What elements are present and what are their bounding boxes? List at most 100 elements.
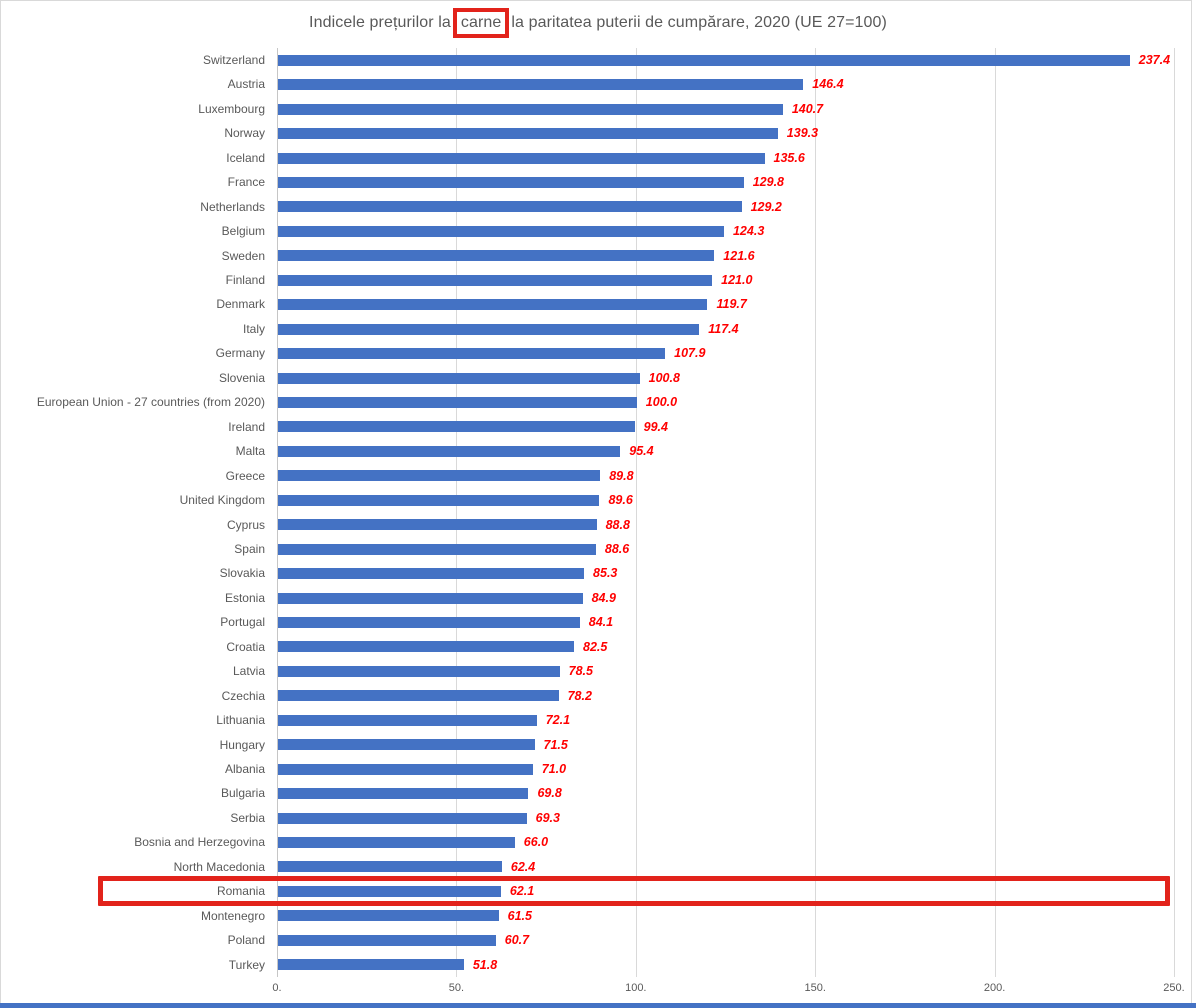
category-label: Switzerland — [202, 53, 265, 67]
bar — [278, 176, 744, 188]
category-label: Bosnia and Herzegovina — [134, 835, 265, 850]
value-label: 62.1 — [509, 884, 535, 899]
bar — [278, 299, 708, 311]
category-label: Finland — [225, 273, 265, 288]
bar — [278, 665, 560, 677]
value-label: 78.2 — [567, 688, 592, 703]
value-label: 100.8 — [648, 370, 680, 385]
value-label: 119.7 — [716, 297, 747, 312]
gridline — [994, 48, 996, 977]
value-label: 139.3 — [786, 126, 819, 141]
category-label: European Union - 27 countries (from 2020… — [36, 395, 265, 410]
value-label: 129.8 — [752, 175, 784, 190]
category-label: Spain — [234, 541, 265, 556]
bar — [278, 788, 529, 800]
bar — [278, 617, 580, 628]
category-label: Croatia — [226, 639, 265, 654]
category-label: Montenegro — [200, 908, 265, 923]
bar — [278, 543, 596, 555]
value-label: 95.4 — [629, 444, 654, 459]
gridline — [1174, 48, 1175, 977]
value-label: 89.8 — [609, 468, 634, 483]
category-label: Bulgaria — [220, 786, 265, 801]
value-label: 85.3 — [593, 566, 618, 581]
value-label: 71.5 — [543, 737, 568, 752]
value-label: 88.6 — [604, 541, 630, 556]
value-label: 71.0 — [541, 761, 567, 776]
value-label: 84.9 — [591, 590, 616, 605]
chart-title-suffix: la paritatea puterii de cumpărare, 2020 … — [511, 13, 887, 31]
value-label: 69.3 — [535, 810, 560, 825]
chart-title-prefix: Indicele prețurilor la — [309, 13, 451, 31]
category-label: Czechia — [221, 688, 265, 703]
x-tick-label: 200. — [983, 982, 1006, 994]
category-label: Hungary — [219, 737, 265, 752]
bar — [278, 103, 783, 115]
value-label: 107.9 — [674, 346, 706, 361]
category-label: Ireland — [228, 419, 265, 434]
category-label: Albania — [224, 761, 265, 776]
category-label: Germany — [215, 346, 265, 361]
category-label: Norway — [224, 126, 265, 141]
value-label: 88.8 — [605, 517, 630, 532]
bar — [278, 152, 765, 164]
category-label: Romania — [216, 884, 265, 899]
y-axis-line — [277, 48, 278, 977]
value-label: 78.5 — [568, 664, 593, 679]
bar — [278, 494, 600, 506]
value-label: 82.5 — [583, 639, 608, 654]
category-label: Slovenia — [218, 370, 265, 385]
gridline — [815, 48, 817, 977]
bar — [278, 690, 559, 702]
category-label: North Macedonia — [173, 859, 265, 874]
bar — [278, 470, 601, 482]
bar — [278, 714, 537, 726]
value-label: 60.7 — [504, 933, 530, 948]
category-label: France — [227, 175, 265, 190]
category-label: Greece — [225, 468, 265, 483]
bar — [278, 54, 1130, 66]
category-label: Portugal — [220, 615, 265, 630]
value-label: 124.3 — [732, 224, 765, 239]
value-label: 121.0 — [721, 273, 753, 288]
chart-title-highlighted-word: carne — [460, 13, 502, 31]
bar — [278, 372, 640, 384]
bar — [278, 445, 621, 457]
bar — [278, 421, 635, 433]
gridline — [456, 48, 458, 977]
category-label: Iceland — [226, 150, 265, 165]
category-label: Estonia — [224, 590, 265, 605]
value-label: 66.0 — [523, 835, 549, 850]
bar — [278, 348, 666, 360]
x-tick-label: 150. — [804, 982, 826, 994]
bar — [278, 837, 515, 849]
bar — [278, 396, 637, 408]
title-highlight-box: carne — [452, 7, 510, 38]
bar — [278, 568, 585, 580]
category-label: Belgium — [221, 224, 265, 239]
bar — [278, 519, 597, 531]
value-label: 146.4 — [812, 77, 844, 92]
category-label: Sweden — [221, 248, 265, 263]
value-label: 61.5 — [507, 908, 532, 923]
value-label: 72.1 — [545, 713, 571, 728]
value-label: 140.7 — [791, 101, 824, 116]
bar — [278, 959, 464, 971]
category-label: Latvia — [232, 664, 265, 679]
category-label: Serbia — [230, 810, 265, 825]
category-label: Netherlands — [200, 199, 265, 214]
bar — [278, 250, 715, 262]
value-label: 121.6 — [723, 248, 755, 263]
value-label: 237.4 — [1138, 53, 1171, 67]
category-label: Italy — [242, 321, 265, 336]
bar — [278, 910, 499, 922]
bottom-blue-strip — [0, 1003, 1196, 1008]
value-label: 51.8 — [472, 957, 498, 972]
x-tick-label: 50. — [448, 982, 465, 994]
category-label: Slovakia — [219, 566, 265, 581]
value-label: 99.4 — [643, 419, 668, 434]
value-label: 100.0 — [645, 395, 678, 410]
value-label: 117.4 — [708, 321, 739, 336]
value-label: 69.8 — [537, 786, 562, 801]
